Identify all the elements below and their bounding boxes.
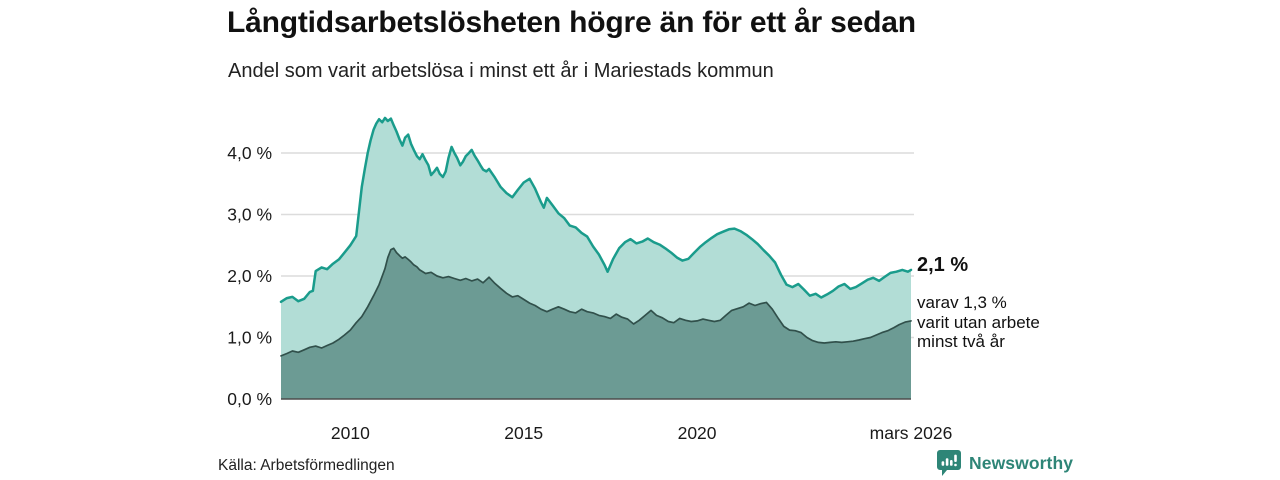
x-tick-label: 2020 (678, 423, 717, 443)
newsworthy-logo: Newsworthy (936, 449, 1073, 478)
source-note: Källa: Arbetsförmedlingen (218, 457, 395, 474)
chart-subtitle: Andel som varit arbetslösa i minst ett å… (228, 60, 774, 82)
newsworthy-icon (937, 450, 961, 476)
two-year-line (280, 247, 912, 357)
y-tick-label: 2,0 % (227, 266, 272, 286)
two-year-annotation: varav 1,3 % varit utan arbete minst två … (917, 293, 1040, 351)
y-tick-label: 4,0 % (227, 143, 272, 163)
x-tick-label: 2010 (331, 423, 370, 443)
two-year-area (281, 248, 911, 399)
y-tick-label: 1,0 % (227, 328, 272, 348)
x-tick-label: 2015 (504, 423, 543, 443)
y-tick-label: 0,0 % (227, 389, 272, 409)
total-line (279, 116, 913, 304)
x-tick-label: mars 2026 (870, 423, 953, 443)
y-tick-label: 3,0 % (227, 205, 272, 225)
latest-total-value-label: 2,1 % (917, 254, 969, 276)
chart-title: Långtidsarbetslösheten högre än för ett … (227, 6, 916, 39)
newsworthy-wordmark: Newsworthy (969, 453, 1074, 473)
